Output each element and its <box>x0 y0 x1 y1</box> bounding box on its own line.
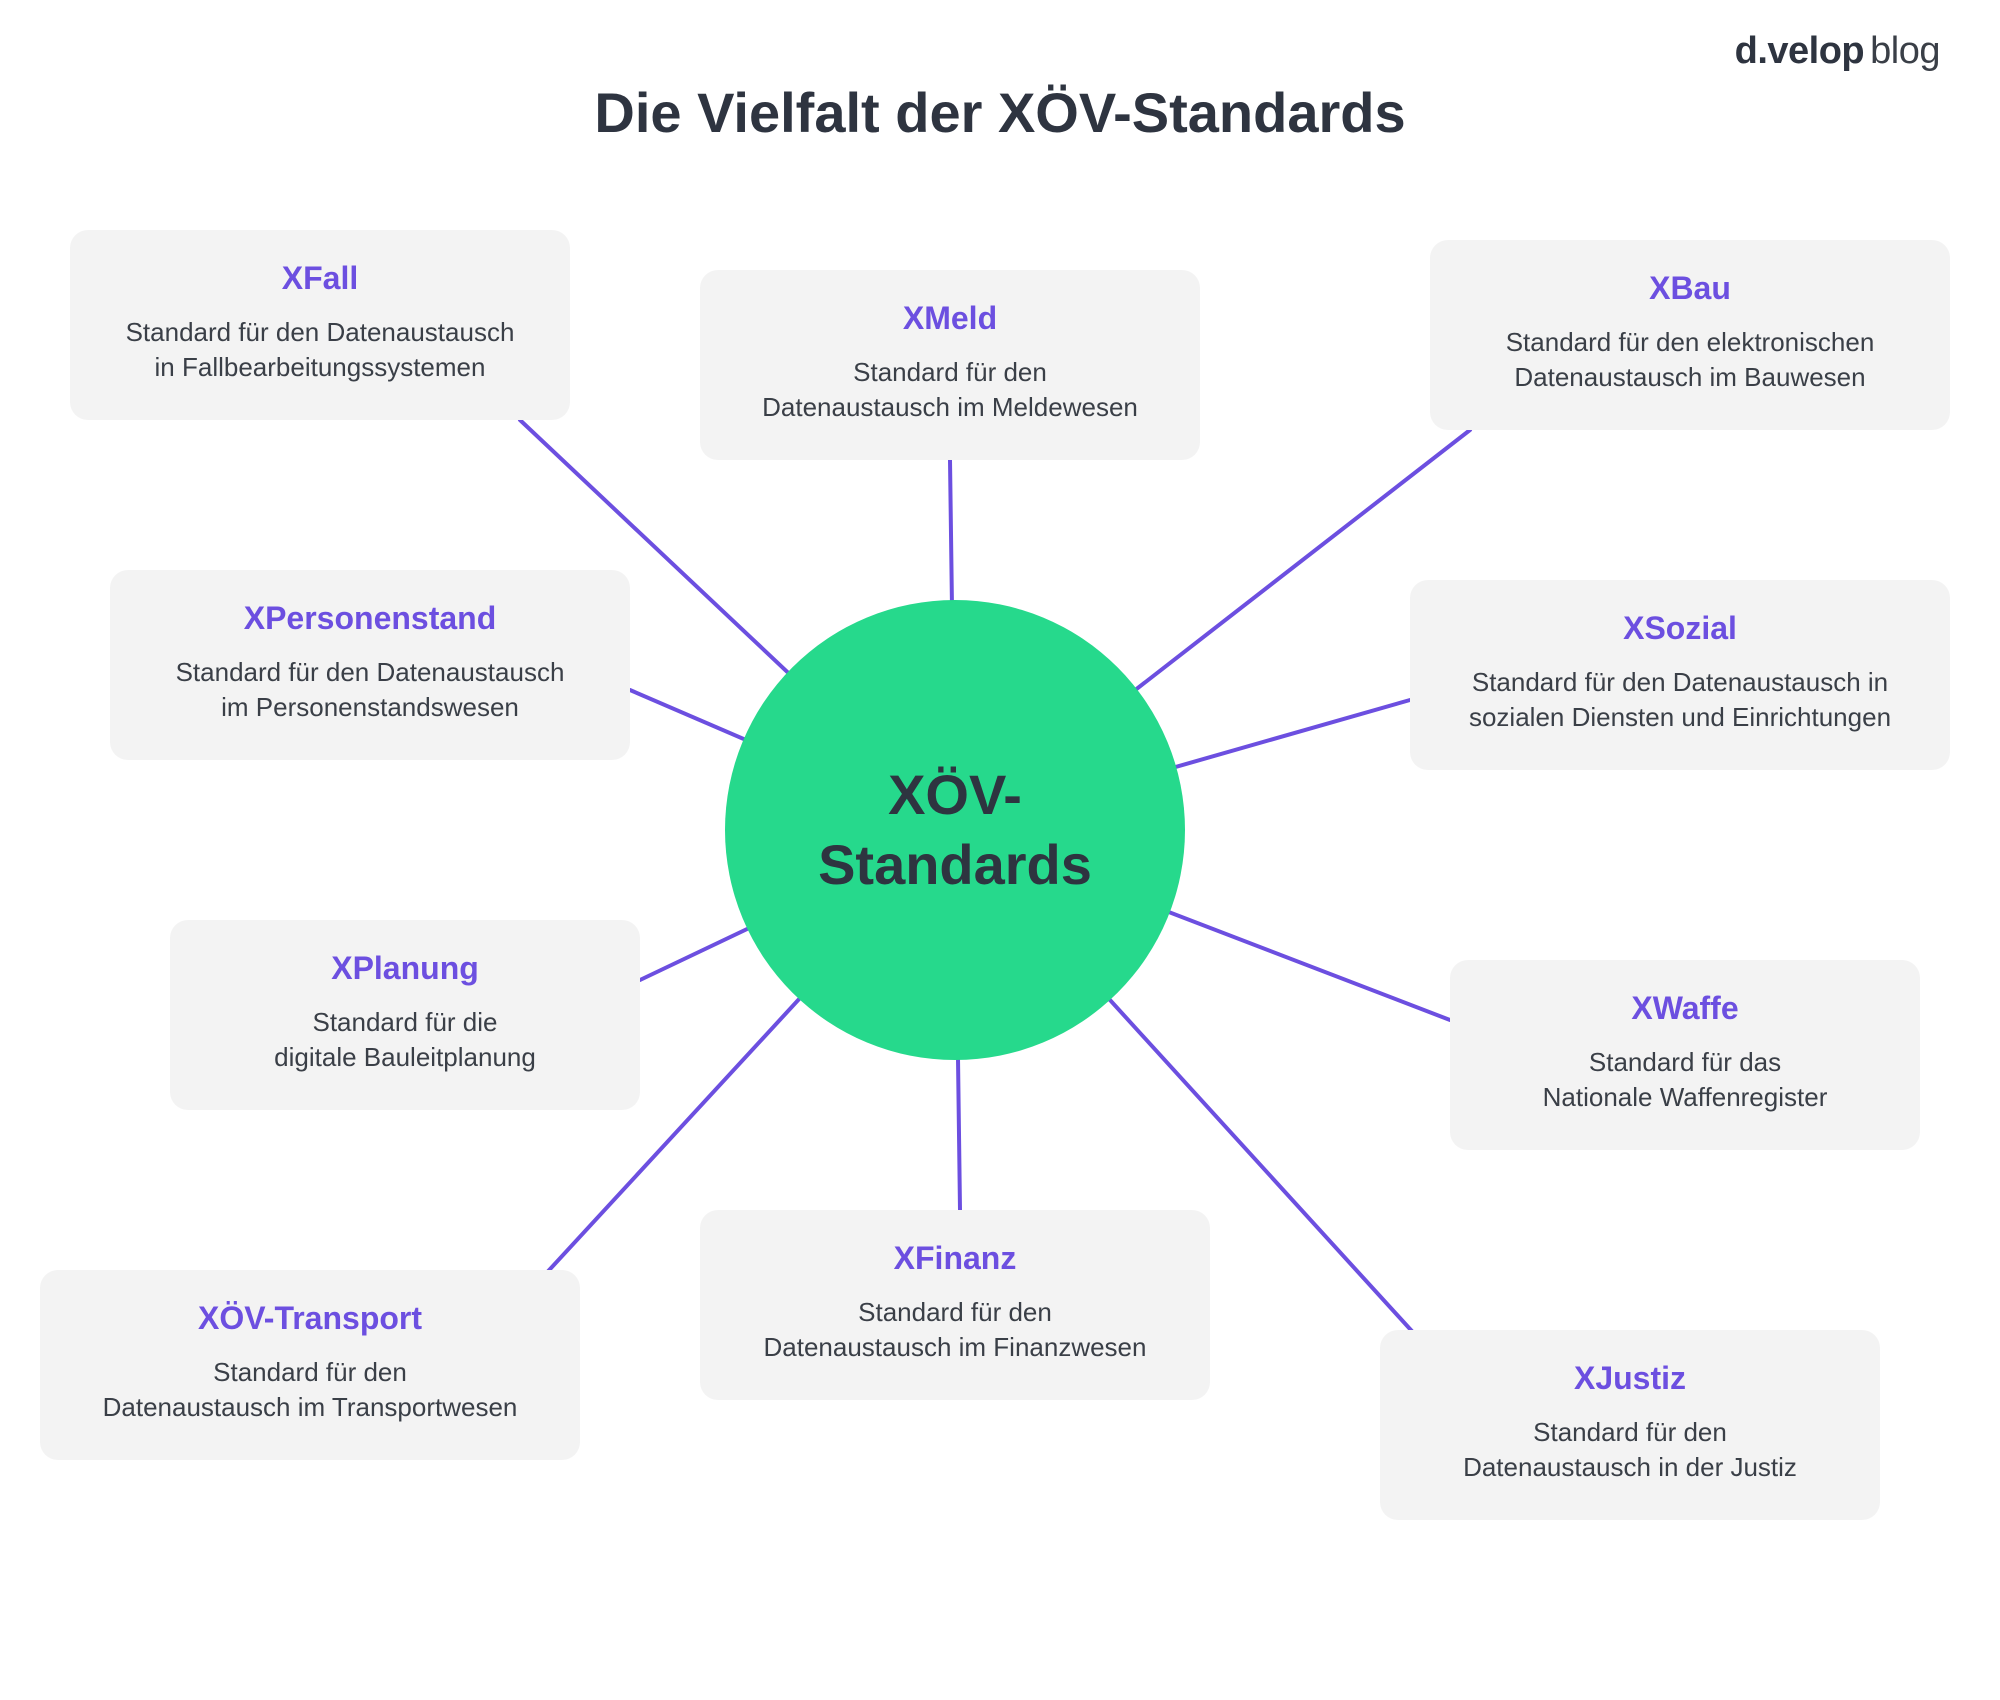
node-xfall: XFall Standard für den Datenaustausch in … <box>70 230 570 420</box>
node-title: XWaffe <box>1486 990 1884 1027</box>
node-desc: Standard für den Datenaustausch im Trans… <box>76 1355 544 1425</box>
node-xjustiz: XJustiz Standard für den Datenaustausch i… <box>1380 1330 1880 1520</box>
node-xbau: XBau Standard für den elektronischen Date… <box>1430 240 1950 430</box>
node-title: XPersonenstand <box>146 600 594 637</box>
page-title: Die Vielfalt der XÖV-Standards <box>0 80 2000 145</box>
node-desc: Standard für den Datenaustausch im Perso… <box>146 655 594 725</box>
node-desc: Standard für den Datenaustausch im Finan… <box>736 1295 1174 1365</box>
node-desc: Standard für den Datenaustausch im Melde… <box>736 355 1164 425</box>
hub-node: XÖV- Standards <box>725 600 1185 1060</box>
node-desc: Standard für den Datenaustausch in der J… <box>1416 1415 1844 1485</box>
brand-logo-light: blog <box>1870 30 1940 72</box>
node-title: XSozial <box>1446 610 1914 647</box>
node-title: XBau <box>1466 270 1914 307</box>
node-xplanung: XPlanung Standard für die digitale Baulei… <box>170 920 640 1110</box>
node-xwaffe: XWaffe Standard für das Nationale Waffenr… <box>1450 960 1920 1150</box>
hub-label: XÖV- Standards <box>818 760 1092 900</box>
brand-logo: d.velopblog <box>1735 30 1940 73</box>
node-title: XJustiz <box>1416 1360 1844 1397</box>
node-desc: Standard für die digitale Bauleitplanung <box>206 1005 604 1075</box>
diagram-canvas: d.velopblog Die Vielfalt der XÖV-Standar… <box>0 0 2000 1700</box>
node-desc: Standard für das Nationale Waffenregiste… <box>1486 1045 1884 1115</box>
node-desc: Standard für den Datenaustausch in Fallb… <box>106 315 534 385</box>
brand-logo-bold: d.velop <box>1735 30 1865 72</box>
node-title: XMeld <box>736 300 1164 337</box>
node-desc: Standard für den Datenaustausch in sozia… <box>1446 665 1914 735</box>
node-title: XFall <box>106 260 534 297</box>
node-xfinanz: XFinanz Standard für den Datenaustausch i… <box>700 1210 1210 1400</box>
node-title: XFinanz <box>736 1240 1174 1277</box>
node-xpersonenstand: XPersonenstand Standard für den Datenaust… <box>110 570 630 760</box>
node-title: XPlanung <box>206 950 604 987</box>
node-xoev-transport: XÖV-Transport Standard für den Datenausta… <box>40 1270 580 1460</box>
node-xmeld: XMeld Standard für den Datenaustausch im … <box>700 270 1200 460</box>
node-xsozial: XSozial Standard für den Datenaustausch i… <box>1410 580 1950 770</box>
node-title: XÖV-Transport <box>76 1300 544 1337</box>
node-desc: Standard für den elektronischen Datenaus… <box>1466 325 1914 395</box>
